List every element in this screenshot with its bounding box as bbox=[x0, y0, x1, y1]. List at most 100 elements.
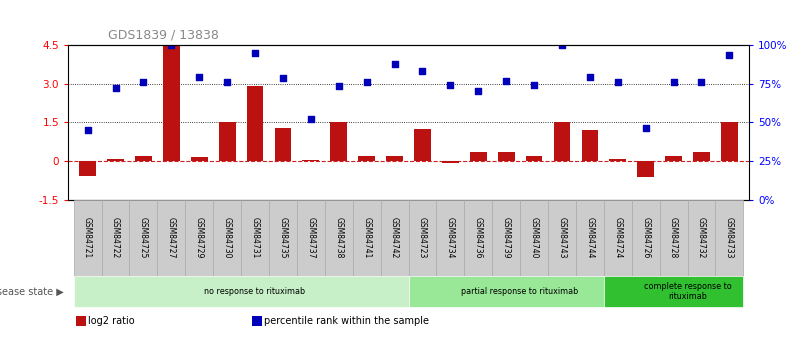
Bar bbox=[247, 86, 264, 161]
Text: partial response to rituximab: partial response to rituximab bbox=[461, 287, 579, 296]
Text: GSM84731: GSM84731 bbox=[251, 217, 260, 259]
Text: GSM84726: GSM84726 bbox=[641, 217, 650, 259]
Text: log2 ratio: log2 ratio bbox=[88, 316, 135, 326]
Bar bbox=[660, 200, 687, 276]
Text: GSM84729: GSM84729 bbox=[195, 217, 203, 259]
Text: GSM84724: GSM84724 bbox=[614, 217, 622, 259]
Bar bbox=[275, 128, 292, 161]
Bar bbox=[553, 122, 570, 161]
Point bbox=[667, 80, 680, 85]
Bar bbox=[687, 200, 715, 276]
Point bbox=[81, 128, 94, 133]
Bar bbox=[219, 122, 235, 161]
Bar bbox=[409, 200, 437, 276]
Text: GSM84741: GSM84741 bbox=[362, 217, 371, 259]
Text: disease state ▶: disease state ▶ bbox=[0, 287, 64, 296]
Text: GSM84723: GSM84723 bbox=[418, 217, 427, 259]
Text: GSM84733: GSM84733 bbox=[725, 217, 734, 259]
Bar bbox=[470, 152, 487, 161]
Point bbox=[165, 42, 178, 48]
Bar bbox=[191, 157, 207, 161]
Bar bbox=[665, 156, 682, 161]
Point bbox=[416, 68, 429, 73]
Text: GSM84735: GSM84735 bbox=[279, 217, 288, 259]
Bar bbox=[380, 200, 409, 276]
Point bbox=[528, 82, 541, 88]
Text: GSM84734: GSM84734 bbox=[446, 217, 455, 259]
Bar bbox=[303, 160, 320, 161]
Bar bbox=[721, 122, 738, 161]
Bar bbox=[437, 200, 465, 276]
Point bbox=[221, 80, 234, 85]
Bar bbox=[386, 156, 403, 161]
Bar bbox=[493, 200, 520, 276]
Text: GSM84737: GSM84737 bbox=[306, 217, 316, 259]
Text: no response to rituximab: no response to rituximab bbox=[204, 287, 306, 296]
Bar bbox=[715, 200, 743, 276]
Point bbox=[304, 116, 317, 121]
Point bbox=[723, 52, 736, 58]
Bar bbox=[241, 200, 269, 276]
Bar bbox=[102, 200, 130, 276]
Text: GSM84732: GSM84732 bbox=[697, 217, 706, 259]
Point bbox=[444, 82, 457, 88]
Bar bbox=[330, 122, 347, 161]
Text: GSM84742: GSM84742 bbox=[390, 217, 399, 259]
Bar bbox=[548, 200, 576, 276]
Bar bbox=[163, 45, 179, 161]
Point bbox=[639, 125, 652, 130]
Bar bbox=[693, 152, 710, 161]
Bar bbox=[604, 276, 743, 307]
Bar bbox=[576, 200, 604, 276]
Text: GSM84739: GSM84739 bbox=[501, 217, 511, 259]
Bar bbox=[409, 276, 604, 307]
Point bbox=[332, 83, 345, 89]
Bar bbox=[79, 161, 96, 176]
Text: GSM84725: GSM84725 bbox=[139, 217, 148, 259]
Bar bbox=[358, 156, 375, 161]
Text: GSM84743: GSM84743 bbox=[557, 217, 566, 259]
Bar bbox=[638, 161, 654, 177]
Bar bbox=[74, 276, 409, 307]
Point bbox=[276, 76, 289, 81]
Text: complete response to
rituximab: complete response to rituximab bbox=[644, 282, 731, 301]
Text: GSM84736: GSM84736 bbox=[473, 217, 483, 259]
Text: GSM84744: GSM84744 bbox=[586, 217, 594, 259]
Text: GDS1839 / 13838: GDS1839 / 13838 bbox=[108, 28, 219, 41]
Bar bbox=[135, 156, 152, 161]
Text: percentile rank within the sample: percentile rank within the sample bbox=[264, 316, 429, 326]
Text: GSM84721: GSM84721 bbox=[83, 217, 92, 259]
Point bbox=[193, 75, 206, 80]
Bar bbox=[130, 200, 157, 276]
Bar bbox=[297, 200, 324, 276]
Point bbox=[556, 42, 569, 48]
Bar bbox=[465, 200, 493, 276]
Text: GSM84722: GSM84722 bbox=[111, 217, 120, 259]
Point bbox=[583, 75, 596, 80]
Point bbox=[360, 80, 373, 85]
Point bbox=[611, 80, 624, 85]
Bar bbox=[520, 200, 548, 276]
Bar bbox=[525, 156, 542, 161]
Bar bbox=[604, 200, 632, 276]
Bar bbox=[269, 200, 297, 276]
Bar bbox=[107, 159, 124, 161]
Bar bbox=[442, 161, 459, 162]
Bar bbox=[213, 200, 241, 276]
Text: GSM84740: GSM84740 bbox=[529, 217, 538, 259]
Text: GSM84738: GSM84738 bbox=[334, 217, 344, 259]
Point bbox=[137, 80, 150, 85]
Point bbox=[695, 80, 708, 85]
Bar bbox=[352, 200, 380, 276]
Point bbox=[472, 89, 485, 94]
Bar bbox=[185, 200, 213, 276]
Text: GSM84730: GSM84730 bbox=[223, 217, 231, 259]
Bar bbox=[74, 200, 102, 276]
Bar bbox=[610, 159, 626, 161]
Bar bbox=[324, 200, 352, 276]
Bar bbox=[582, 130, 598, 161]
Point bbox=[388, 61, 401, 67]
Point bbox=[500, 78, 513, 84]
Point bbox=[109, 85, 122, 90]
Bar bbox=[157, 200, 185, 276]
